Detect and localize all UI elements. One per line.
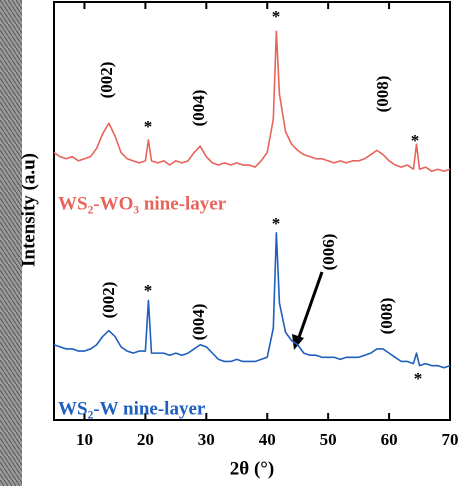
background-strip (0, 0, 22, 486)
x-tick-label: 40 (259, 430, 276, 449)
peak-annotation: (002) (99, 282, 118, 319)
peak-annotation: (008) (373, 76, 392, 113)
x-tick-label: 20 (137, 430, 154, 449)
x-tick-label: 60 (381, 430, 398, 449)
series-line (53, 231, 451, 369)
peak-annotation: * (272, 214, 281, 233)
peak-annotation: * (144, 281, 153, 300)
x-tick-label: 50 (320, 430, 337, 449)
x-axis-label: 2θ (°) (230, 458, 274, 479)
peak-annotation: * (272, 7, 281, 26)
x-tick-label: 30 (198, 430, 215, 449)
peak-annotation: (006) (319, 234, 338, 271)
peak-annotation: * (411, 131, 420, 150)
peak-annotation: * (414, 369, 423, 388)
series-label: WS₂-W nine-layer (58, 398, 206, 419)
y-axis-label: Intensity (a.u) (18, 153, 39, 267)
peak-annotation: (008) (377, 298, 396, 335)
peak-annotation: (002) (97, 62, 116, 99)
series-label: WS₂-WO₃ nine-layer (58, 193, 227, 214)
peak-annotation: (004) (189, 304, 208, 341)
arrow-head (292, 334, 304, 350)
arrow-shaft (296, 271, 324, 341)
plot-frame (53, 1, 451, 421)
peak-annotation: * (144, 117, 153, 136)
peak-annotation: (004) (189, 90, 208, 127)
series-line (53, 30, 451, 173)
x-tick-label: 70 (442, 430, 459, 449)
x-tick-label: 10 (76, 430, 93, 449)
